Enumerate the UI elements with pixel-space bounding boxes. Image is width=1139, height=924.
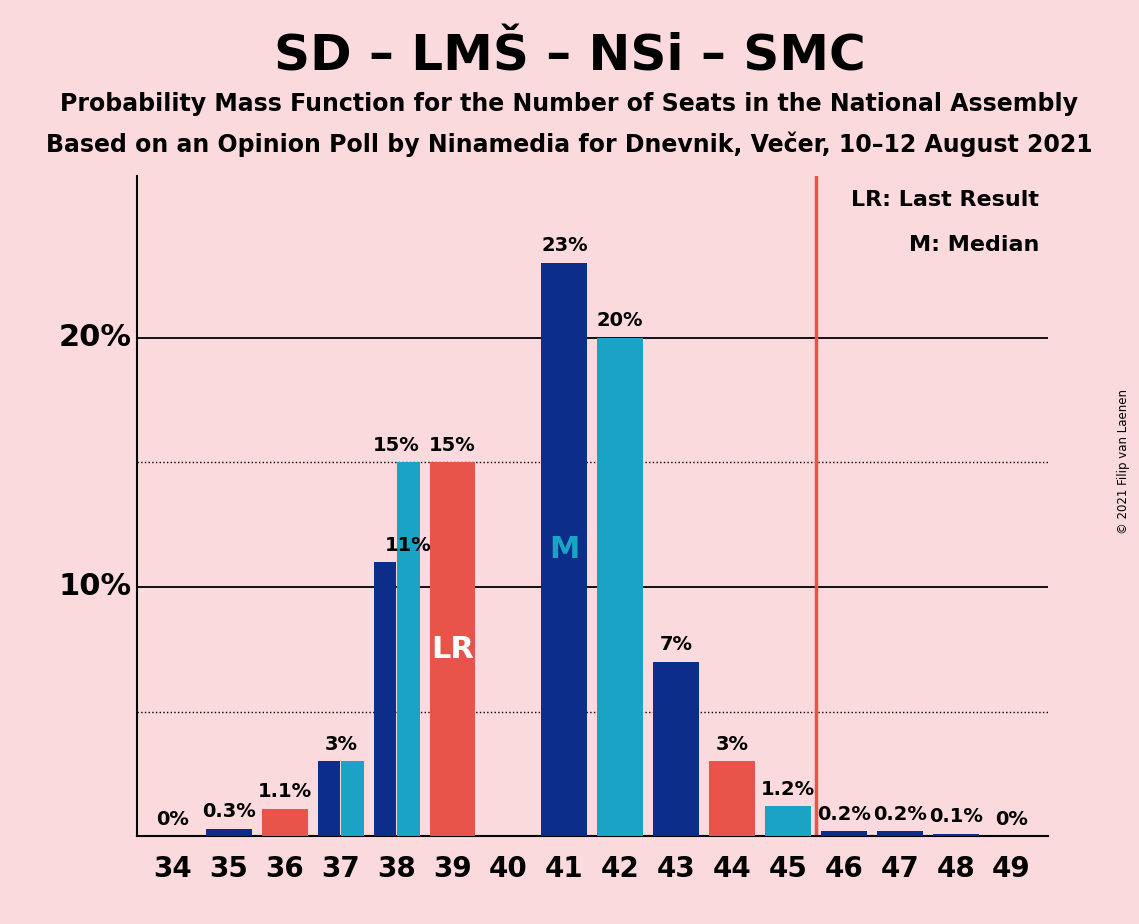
Bar <box>597 337 644 836</box>
Text: 1.1%: 1.1% <box>257 783 312 801</box>
Text: 7%: 7% <box>659 635 693 654</box>
Text: 10%: 10% <box>59 572 132 602</box>
Bar <box>710 761 755 836</box>
Text: 0%: 0% <box>995 809 1029 829</box>
Bar <box>374 562 396 836</box>
Text: Probability Mass Function for the Number of Seats in the National Assembly: Probability Mass Function for the Number… <box>60 92 1079 116</box>
Text: © 2021 Filip van Laenen: © 2021 Filip van Laenen <box>1116 390 1130 534</box>
Text: 0.3%: 0.3% <box>202 802 256 821</box>
Text: M: Median: M: Median <box>909 236 1040 255</box>
Text: 0.2%: 0.2% <box>817 805 871 824</box>
Text: Based on an Opinion Poll by Ninamedia for Dnevnik, Večer, 10–12 August 2021: Based on an Opinion Poll by Ninamedia fo… <box>47 131 1092 157</box>
Text: M: M <box>549 535 580 564</box>
Bar <box>206 829 252 836</box>
Text: 0.1%: 0.1% <box>928 808 983 826</box>
Bar <box>398 462 419 836</box>
Text: 15%: 15% <box>374 436 420 455</box>
Text: 20%: 20% <box>597 311 644 330</box>
Bar <box>877 832 923 836</box>
Text: 1.2%: 1.2% <box>761 780 816 799</box>
Bar <box>765 807 811 836</box>
Bar <box>342 761 363 836</box>
Text: SD – LMŠ – NSi – SMC: SD – LMŠ – NSi – SMC <box>273 32 866 80</box>
Bar <box>541 262 588 836</box>
Text: 0.2%: 0.2% <box>872 805 927 824</box>
Bar <box>653 662 699 836</box>
Text: 23%: 23% <box>541 237 588 255</box>
Text: LR: Last Result: LR: Last Result <box>852 190 1040 211</box>
Text: 11%: 11% <box>385 536 432 554</box>
Text: 15%: 15% <box>429 436 476 455</box>
Text: LR: LR <box>431 635 474 663</box>
Text: 0%: 0% <box>156 809 189 829</box>
Bar <box>933 833 978 836</box>
Text: 3%: 3% <box>325 735 358 754</box>
Text: 3%: 3% <box>715 735 748 754</box>
Bar <box>318 761 341 836</box>
Bar <box>821 832 867 836</box>
Bar <box>429 462 475 836</box>
Bar <box>262 808 308 836</box>
Text: 20%: 20% <box>59 323 132 352</box>
